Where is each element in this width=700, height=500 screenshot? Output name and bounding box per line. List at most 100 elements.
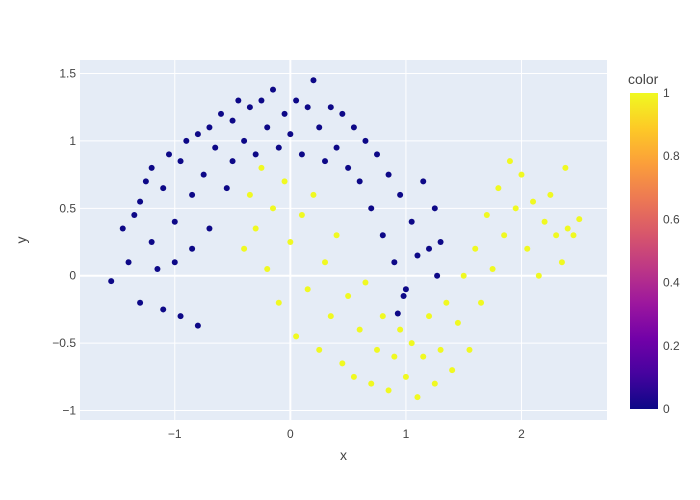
data-point	[495, 185, 502, 192]
data-point	[564, 225, 571, 232]
data-point	[258, 164, 265, 171]
y-axis-title: y	[13, 237, 29, 244]
data-point	[160, 306, 167, 313]
data-point	[108, 278, 115, 285]
data-point	[281, 110, 288, 117]
data-point	[408, 340, 415, 347]
data-point	[148, 239, 155, 246]
data-point	[125, 259, 132, 266]
data-point	[229, 158, 236, 165]
data-point	[264, 124, 271, 131]
data-point	[512, 205, 519, 212]
data-point	[466, 346, 473, 353]
data-point	[229, 117, 236, 124]
data-point	[275, 299, 282, 306]
data-point	[310, 191, 317, 198]
data-point	[275, 144, 282, 151]
data-point	[553, 232, 560, 239]
y-tick-label: 1.5	[59, 66, 76, 80]
data-point	[287, 131, 294, 138]
colorbar-title: color	[628, 71, 659, 87]
data-point	[293, 97, 300, 104]
x-axis-title: x	[340, 447, 347, 463]
data-point	[177, 158, 184, 165]
data-point	[394, 310, 401, 317]
colorbar	[630, 93, 658, 409]
data-point	[362, 137, 369, 144]
data-point	[298, 212, 305, 219]
data-point	[426, 245, 433, 252]
data-point	[235, 97, 242, 104]
data-point	[327, 313, 334, 320]
data-point	[217, 110, 224, 117]
data-point	[322, 259, 329, 266]
x-tick-label: 1	[403, 427, 410, 441]
data-point	[258, 97, 265, 104]
data-point	[535, 272, 542, 279]
data-point	[420, 353, 427, 360]
x-tick-label: 2	[518, 427, 525, 441]
colorbar-tick-label: 0.4	[663, 276, 680, 290]
data-point	[379, 313, 386, 320]
data-point	[454, 319, 461, 326]
data-point	[119, 225, 126, 232]
data-point	[345, 164, 352, 171]
data-point	[368, 380, 375, 387]
data-point	[246, 104, 253, 111]
data-point	[576, 216, 583, 223]
data-point	[518, 171, 525, 178]
data-point	[437, 346, 444, 353]
data-point	[270, 86, 277, 93]
data-point	[379, 232, 386, 239]
data-point	[287, 239, 294, 246]
data-point	[414, 252, 421, 259]
data-point	[483, 212, 490, 219]
data-point	[154, 265, 161, 272]
data-point	[223, 185, 230, 192]
data-point	[194, 131, 201, 138]
y-tick-label: 0	[69, 269, 76, 283]
y-tick-label: 1	[69, 134, 76, 148]
colorbar-tick-label: 0	[663, 402, 670, 416]
data-point	[374, 151, 381, 158]
data-point	[414, 394, 421, 401]
data-point	[252, 225, 259, 232]
data-point	[426, 313, 433, 320]
data-point	[402, 286, 409, 293]
colorbar-ticks: 0 0.2 0.4 0.6 0.8 1	[663, 86, 680, 416]
data-point	[501, 232, 508, 239]
data-point	[431, 380, 438, 387]
data-point	[397, 191, 404, 198]
data-point	[437, 239, 444, 246]
data-point	[322, 158, 329, 165]
colorbar-tick-label: 0.8	[663, 149, 680, 163]
data-point	[449, 367, 456, 374]
data-point	[472, 245, 479, 252]
data-point	[339, 360, 346, 367]
data-point	[570, 232, 577, 239]
data-point	[350, 124, 357, 131]
data-point	[460, 272, 467, 279]
data-point	[241, 137, 248, 144]
tick-labels: −1 0 1 2 −1 −0.5 0 0.5 1 1.5	[52, 66, 525, 441]
data-point	[374, 346, 381, 353]
data-point	[356, 326, 363, 333]
data-point	[431, 205, 438, 212]
data-point	[171, 218, 178, 225]
data-points	[108, 77, 583, 401]
colorbar-tick-label: 0.2	[663, 339, 680, 353]
data-point	[131, 212, 138, 219]
data-point	[165, 151, 172, 158]
data-point	[304, 286, 311, 293]
data-point	[148, 164, 155, 171]
data-point	[206, 225, 213, 232]
data-point	[356, 178, 363, 185]
data-point	[200, 171, 207, 178]
data-point	[194, 322, 201, 329]
data-point	[137, 198, 144, 205]
data-point	[316, 346, 323, 353]
data-point	[350, 373, 357, 380]
data-point	[142, 178, 149, 185]
data-point	[391, 353, 398, 360]
